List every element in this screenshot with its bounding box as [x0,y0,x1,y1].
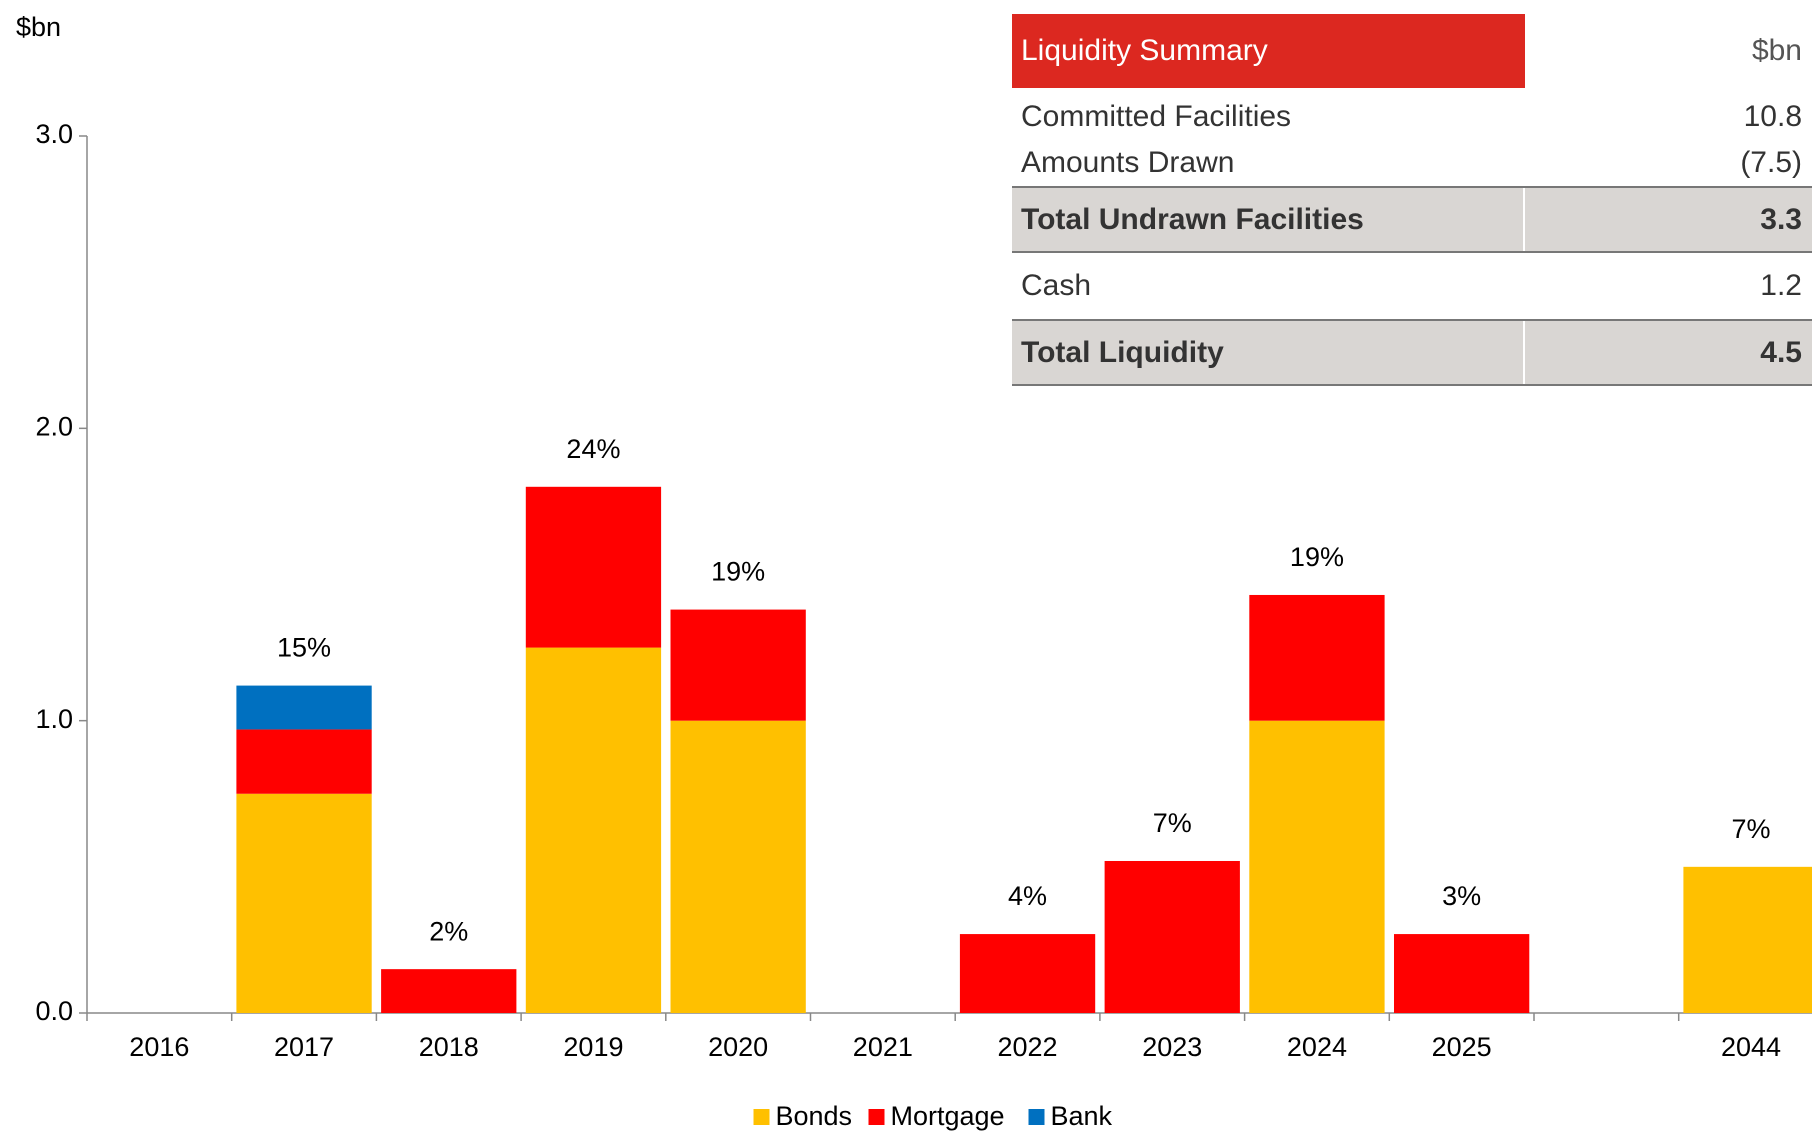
legend-swatch [1028,1109,1045,1125]
total-label: 24% [566,434,620,464]
bar-segment [381,969,517,1013]
legend-swatch [868,1109,885,1125]
y-tick-label: 0.0 [35,996,73,1026]
cell: Total Undrawn Facilities [1012,188,1525,251]
x-tick-label: 2021 [853,1032,913,1062]
table-header: Liquidity Summary $bn [1012,14,1812,88]
total-label: 19% [711,557,765,587]
cell: 10.8 [1743,100,1802,133]
y-tick-label: 2.0 [35,411,73,441]
bar-segment [670,609,806,721]
cell: Committed Facilities [1021,100,1292,133]
liquidity-table: Liquidity Summary $bn Committed Faciliti… [1012,14,1812,386]
table-row: Amounts Drawn (7.5) [1012,140,1812,186]
cell: Amounts Drawn [1021,146,1235,179]
x-tick-label: 2017 [274,1032,334,1062]
total-label: 7% [1153,808,1192,838]
legend-label: Bonds [776,1101,853,1131]
table-row: Committed Facilities 10.8 [1012,94,1812,140]
cell: Total Liquidity [1012,321,1525,384]
x-tick-label: 2025 [1432,1032,1492,1062]
bar-segment [1683,866,1812,1013]
y-axis-label: $bn [16,12,61,42]
cell: 4.5 [1760,335,1802,369]
total-label: 3% [1442,881,1481,911]
bar-segment [1104,860,1240,1013]
bar-segment [236,685,372,730]
table-row: Cash 1.2 [1012,253,1812,319]
legend-label: Bank [1051,1101,1113,1131]
total-label: 19% [1290,542,1344,572]
bar-segment [236,729,372,794]
bar-segment [236,793,372,1013]
x-tick-label: 2022 [998,1032,1058,1062]
y-tick-label: 1.0 [35,704,73,734]
x-tick-label: 2023 [1142,1032,1202,1062]
total-label: 2% [429,916,468,946]
cell: Cash [1021,269,1092,302]
bar-segment [525,647,662,1013]
y-tick-label: 3.0 [35,119,73,149]
x-tick-label: 2044 [1721,1032,1781,1062]
table-row: Total Undrawn Facilities 3.3 [1012,186,1812,253]
total-label: 7% [1732,814,1771,844]
x-tick-label: 2020 [708,1032,768,1062]
x-tick-label: 2018 [419,1032,479,1062]
cell: 3.3 [1760,202,1802,236]
x-tick-label: 2019 [563,1032,623,1062]
cell: 1.2 [1760,269,1802,302]
bar-segment [1394,934,1530,1013]
bar-segment [1249,594,1385,721]
table-row: Total Liquidity 4.5 [1012,319,1812,386]
bar-segment [959,934,1096,1013]
total-label: 15% [277,633,331,663]
total-label: 4% [1008,881,1047,911]
x-tick-label: 2016 [129,1032,189,1062]
bar-segment [1249,720,1385,1013]
cell: (7.5) [1740,146,1802,179]
header-cell: $bn [1751,34,1802,67]
legend-label: Mortgage [891,1101,1005,1131]
bar-segment [525,486,662,648]
header-cell: Liquidity Summary [1012,14,1525,88]
x-tick-label: 2024 [1287,1032,1347,1062]
legend-swatch [753,1109,770,1125]
bar-segment [670,720,806,1013]
